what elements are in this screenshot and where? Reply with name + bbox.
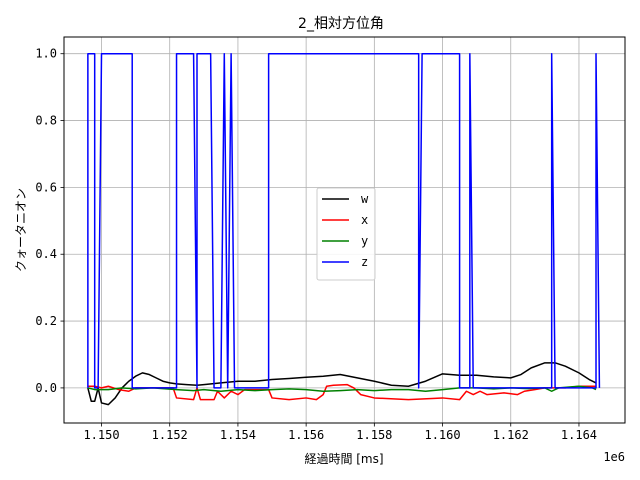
series-line-w bbox=[87, 362, 597, 406]
chart-title: 2_相対方位角 bbox=[298, 16, 384, 32]
y-tick-label: 0.8 bbox=[35, 114, 57, 128]
legend-label-y: y bbox=[361, 234, 368, 248]
series-line-z bbox=[87, 52, 601, 389]
x-axis: 1.150 1.152 1.154 1.156 1.158 1.160 1.162 1.164 bbox=[83, 423, 597, 442]
x-tick-label: 1.162 bbox=[493, 428, 529, 442]
y-axis-label: クォータニオン bbox=[14, 188, 28, 272]
x-tick-label: 1.158 bbox=[356, 428, 392, 442]
legend-box bbox=[316, 187, 376, 281]
legend-label-z: z bbox=[361, 255, 368, 269]
y-tick-label: 0.4 bbox=[35, 247, 57, 261]
y-tick-label: 0.0 bbox=[35, 381, 57, 395]
x-tick-label: 1.150 bbox=[83, 428, 119, 442]
y-axis: 0.0 0.2 0.4 0.6 0.8 1.0 bbox=[35, 47, 64, 395]
x-axis-offset-label: 1e6 bbox=[603, 450, 625, 464]
x-tick-label: 1.152 bbox=[152, 428, 188, 442]
legend-label-x: x bbox=[361, 213, 368, 227]
series-line-x bbox=[87, 383, 597, 401]
series-group bbox=[87, 52, 601, 406]
x-axis-label: 経過時間 [ms] bbox=[304, 452, 383, 466]
y-tick-label: 1.0 bbox=[35, 47, 57, 61]
x-tick-label: 1.164 bbox=[561, 428, 597, 442]
x-tick-label: 1.160 bbox=[424, 428, 460, 442]
plot-area-frame bbox=[63, 36, 626, 424]
x-tick-label: 1.154 bbox=[220, 428, 256, 442]
x-tick-label: 1.156 bbox=[288, 428, 324, 442]
legend-label-w: w bbox=[361, 192, 369, 206]
y-tick-label: 0.2 bbox=[35, 314, 57, 328]
y-tick-label: 0.6 bbox=[35, 180, 57, 194]
